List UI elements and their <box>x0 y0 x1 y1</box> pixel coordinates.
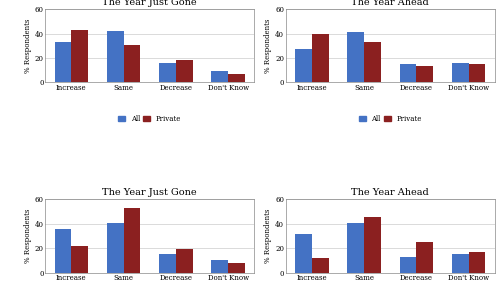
Bar <box>348 223 364 273</box>
Title: The Year Ahead: The Year Ahead <box>352 188 429 197</box>
Bar <box>124 208 140 273</box>
Bar <box>312 34 328 82</box>
Bar <box>295 234 312 273</box>
Bar <box>416 66 433 82</box>
Bar <box>364 42 381 82</box>
Bar <box>176 60 192 82</box>
Bar <box>212 72 228 82</box>
Bar <box>400 257 416 273</box>
Bar <box>107 223 124 273</box>
Title: The Year Just Gone: The Year Just Gone <box>102 0 197 7</box>
Title: The Year Just Gone: The Year Just Gone <box>102 188 197 197</box>
Bar <box>416 242 433 273</box>
Bar <box>72 30 88 82</box>
Y-axis label: % Respondents: % Respondents <box>264 18 272 73</box>
Bar <box>312 258 328 273</box>
Bar <box>348 32 364 82</box>
Bar <box>54 42 72 82</box>
Bar <box>72 246 88 273</box>
Bar <box>212 261 228 273</box>
Bar <box>228 74 245 82</box>
Bar <box>176 249 192 273</box>
Y-axis label: % Respondents: % Respondents <box>24 209 32 263</box>
Bar <box>159 255 176 273</box>
Bar <box>228 263 245 273</box>
Bar <box>400 64 416 82</box>
Legend: All, Private: All, Private <box>358 114 423 125</box>
Bar <box>364 217 381 273</box>
Legend: All, Private: All, Private <box>117 114 182 125</box>
Bar <box>295 49 312 82</box>
Y-axis label: % Respondents: % Respondents <box>264 209 272 263</box>
Bar <box>107 31 124 82</box>
Bar <box>452 63 468 82</box>
Bar <box>468 252 485 273</box>
Y-axis label: % Respondents: % Respondents <box>24 18 32 73</box>
Bar <box>159 63 176 82</box>
Bar <box>452 255 468 273</box>
Bar <box>468 64 485 82</box>
Title: The Year Ahead: The Year Ahead <box>352 0 429 7</box>
Bar <box>54 229 72 273</box>
Bar <box>124 45 140 82</box>
